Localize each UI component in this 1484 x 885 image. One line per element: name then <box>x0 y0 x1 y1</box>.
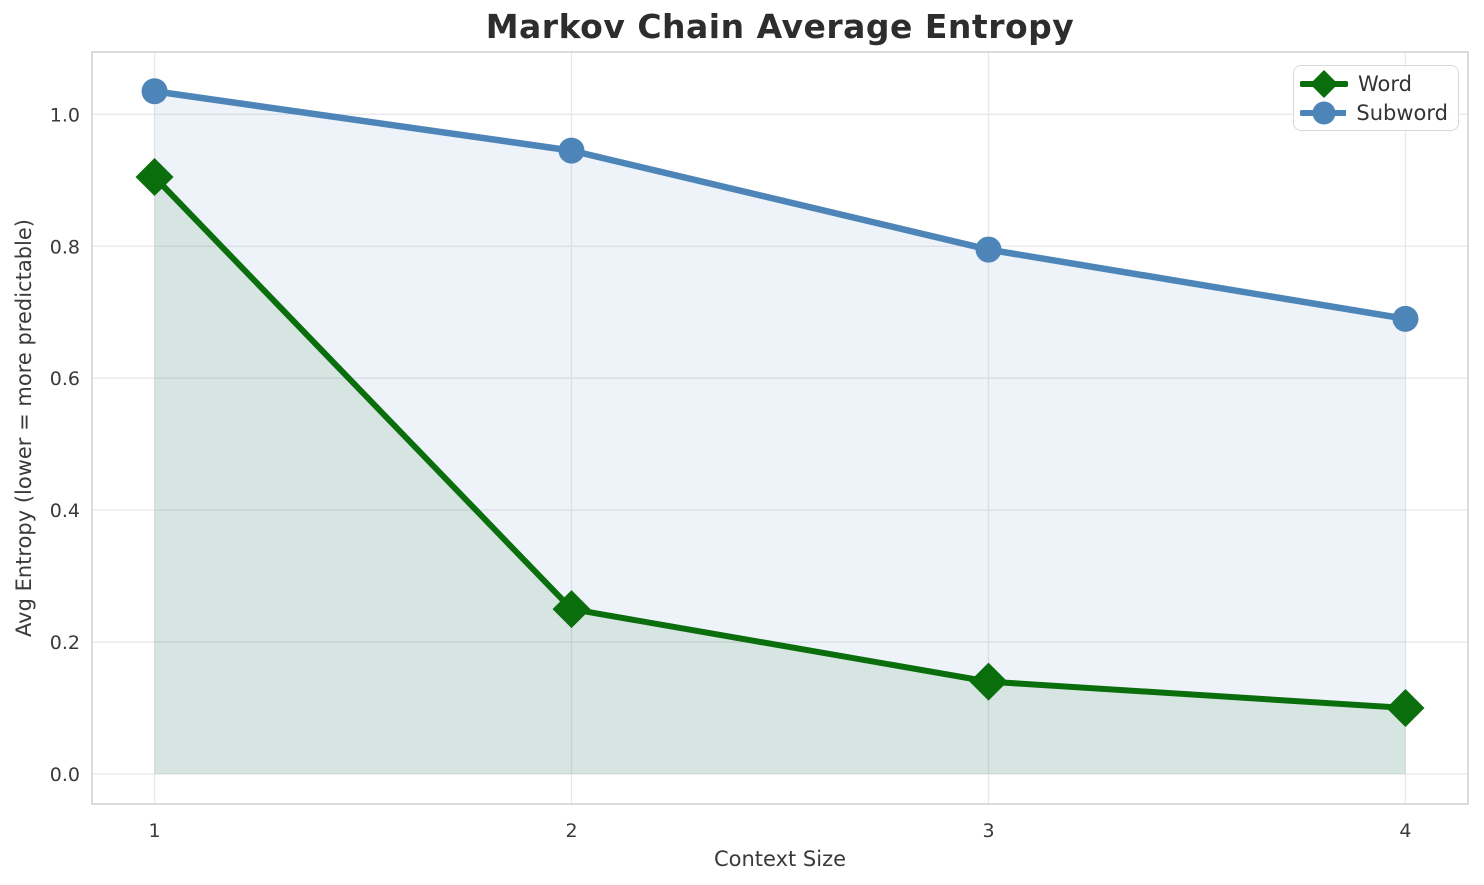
y-tick-label: 0.2 <box>50 632 80 654</box>
legend: Word Subword <box>1293 65 1459 131</box>
marker-circle-subword <box>975 236 1002 263</box>
marker-circle-subword <box>558 137 585 164</box>
legend-item-subword: Subword <box>1300 98 1448 127</box>
x-tick-label: 4 <box>1399 820 1411 842</box>
legend-label: Word <box>1358 71 1412 96</box>
chart-title: Markov Chain Average Entropy <box>485 7 1075 46</box>
marker-diamond-word <box>969 662 1008 701</box>
y-tick-label: 0.4 <box>50 500 80 522</box>
y-tick-label: 0.6 <box>50 368 80 390</box>
x-tick-label: 3 <box>982 820 994 842</box>
area-fill-word <box>154 177 1406 774</box>
legend-diamond-icon <box>1300 69 1348 98</box>
marker-diamond-word <box>1386 689 1425 728</box>
legend-item-word: Word <box>1300 69 1448 98</box>
y-tick-label: 0.0 <box>50 764 80 786</box>
x-axis-label: Context Size <box>713 847 847 871</box>
x-tick-label: 1 <box>148 820 160 842</box>
marker-circle-subword <box>1392 305 1419 332</box>
marker-circle-subword <box>141 78 168 105</box>
series-line-word <box>151 174 1409 712</box>
y-tick-label: 0.8 <box>50 236 80 258</box>
legend-label: Subword <box>1356 100 1448 125</box>
marker-diamond-word <box>135 158 174 197</box>
axes-border <box>91 51 1469 805</box>
y-tick-label: 1.0 <box>50 104 80 126</box>
series-line-subword <box>151 87 1409 323</box>
legend-circle-icon <box>1300 101 1347 124</box>
x-tick-label: 2 <box>565 820 577 842</box>
marker-diamond-word <box>552 590 591 629</box>
area-fill-subword <box>154 91 1406 774</box>
